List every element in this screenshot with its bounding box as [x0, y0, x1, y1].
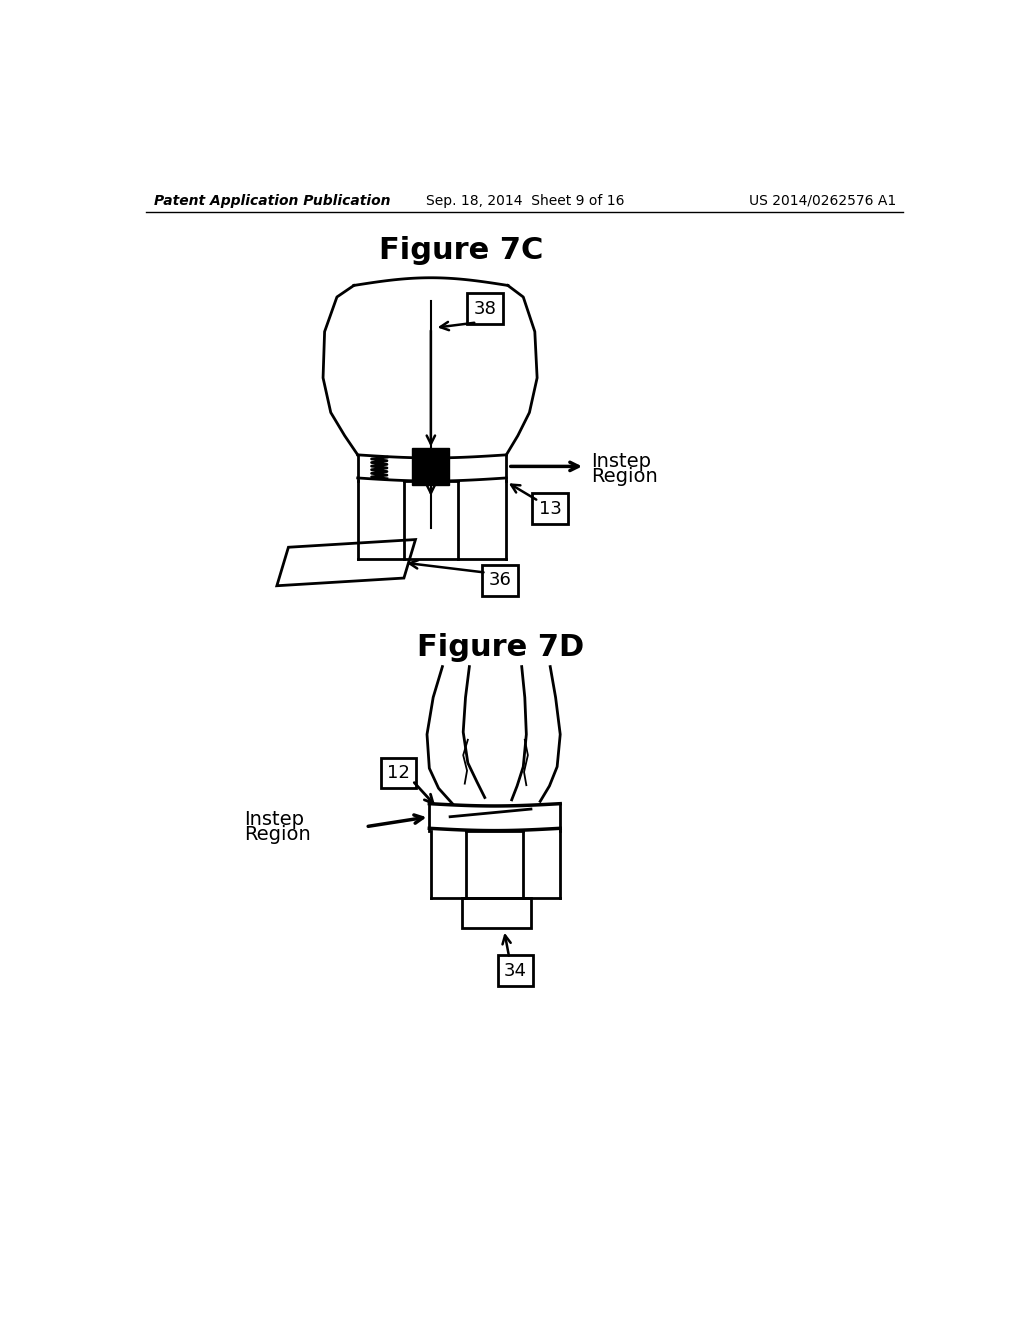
Text: 34: 34 [504, 962, 527, 979]
Text: Region: Region [245, 825, 311, 843]
Text: Patent Application Publication: Patent Application Publication [154, 194, 390, 207]
Text: US 2014/0262576 A1: US 2014/0262576 A1 [749, 194, 896, 207]
Text: 13: 13 [539, 500, 561, 517]
Text: 38: 38 [473, 300, 497, 318]
Polygon shape [462, 898, 531, 928]
Text: 36: 36 [488, 572, 512, 589]
Text: Sep. 18, 2014  Sheet 9 of 16: Sep. 18, 2014 Sheet 9 of 16 [426, 194, 624, 207]
Bar [413, 447, 450, 484]
Text: Figure 7C: Figure 7C [380, 236, 544, 265]
Polygon shape [276, 540, 416, 586]
Text: Instep: Instep [245, 809, 304, 829]
Text: Region: Region [591, 467, 657, 486]
Text: 12: 12 [387, 764, 410, 781]
Text: Instep: Instep [591, 451, 651, 470]
Text: Figure 7D: Figure 7D [417, 632, 584, 661]
